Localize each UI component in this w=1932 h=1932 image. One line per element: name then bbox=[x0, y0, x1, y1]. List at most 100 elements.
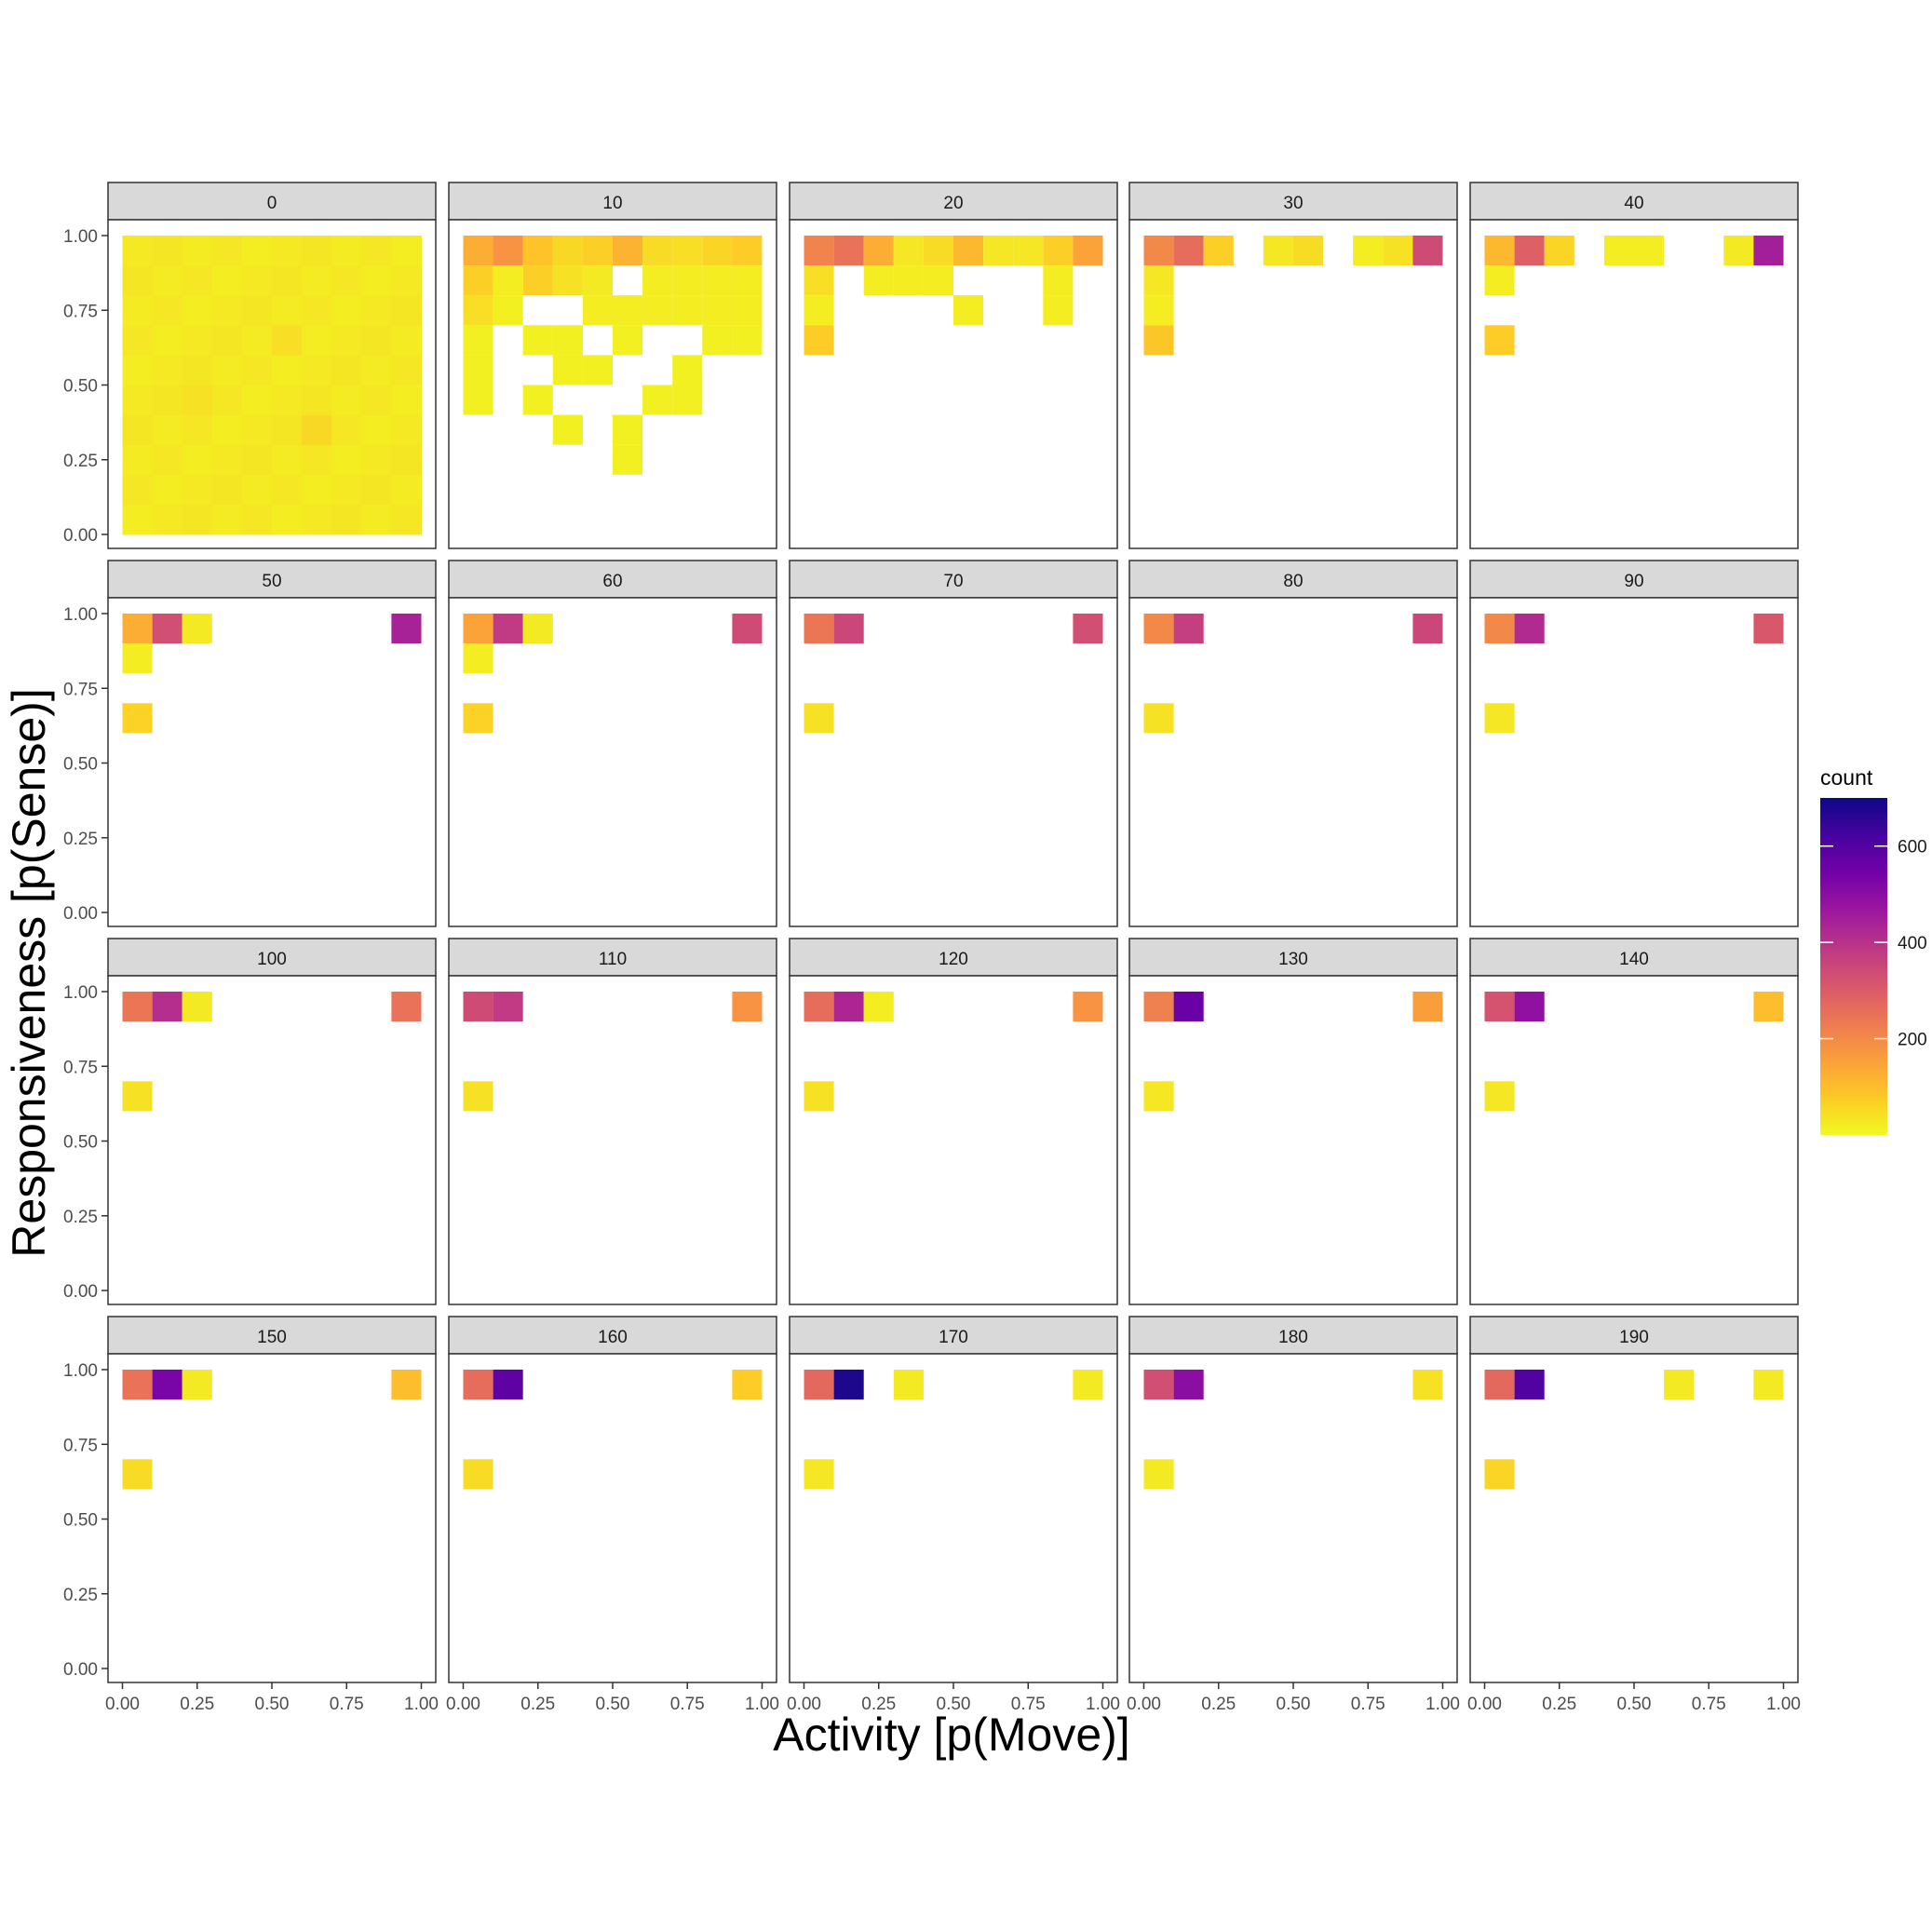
heatmap-cell bbox=[1723, 236, 1754, 266]
heatmap-cell bbox=[613, 444, 643, 475]
heatmap-cell bbox=[182, 614, 212, 644]
heatmap-cell bbox=[1412, 992, 1443, 1022]
heatmap-cell bbox=[122, 385, 154, 416]
heatmap-cell bbox=[1043, 265, 1074, 296]
heatmap-cell bbox=[1664, 1370, 1695, 1400]
heatmap-cell bbox=[272, 444, 303, 476]
heatmap-cell bbox=[211, 444, 243, 476]
heatmap-cell bbox=[302, 504, 332, 535]
heatmap-cell bbox=[1143, 295, 1174, 326]
heatmap-cell bbox=[672, 385, 703, 415]
heatmap-cell bbox=[152, 414, 183, 446]
heatmap-cell bbox=[152, 385, 183, 416]
heatmap-cell bbox=[983, 236, 1014, 266]
heatmap-cell bbox=[493, 295, 523, 326]
facet-strip bbox=[789, 560, 1118, 599]
heatmap-cell bbox=[804, 614, 834, 644]
heatmap-cell bbox=[642, 265, 673, 296]
heatmap-cell bbox=[122, 265, 154, 296]
heatmap-cell bbox=[1514, 614, 1545, 644]
heatmap-cell bbox=[522, 265, 553, 296]
heatmap-cell bbox=[182, 504, 213, 535]
facet-strip bbox=[789, 1316, 1118, 1355]
facet-panel-130: 130 bbox=[1128, 938, 1458, 1305]
heatmap-cell bbox=[361, 444, 392, 476]
facet-panel-80: 80 bbox=[1128, 560, 1458, 927]
heatmap-cell bbox=[331, 325, 362, 356]
heatmap-cell bbox=[391, 444, 422, 476]
heatmap-cell bbox=[463, 295, 493, 326]
x-tick-label: 0.25 bbox=[520, 1695, 555, 1714]
facet-panel-180: 180 0.00 0.25 0.50 0.75 1.00 bbox=[1127, 1316, 1460, 1714]
heatmap-cell bbox=[1634, 236, 1665, 266]
heatmap-cell bbox=[672, 295, 703, 326]
heatmap-cell bbox=[1043, 236, 1074, 266]
heatmap-cell bbox=[122, 614, 153, 644]
heatmap-cell bbox=[613, 295, 643, 326]
heatmap-cell bbox=[182, 325, 213, 356]
heatmap-cell bbox=[152, 355, 183, 385]
y-tick-label: 0.50 bbox=[63, 1133, 98, 1153]
heatmap-cell bbox=[182, 992, 212, 1022]
x-tick-label: 1.00 bbox=[1766, 1695, 1801, 1714]
heatmap-cell bbox=[1073, 614, 1103, 644]
heatmap-cell bbox=[1603, 236, 1634, 266]
x-tick-label: 0.00 bbox=[787, 1695, 821, 1714]
heatmap-cell bbox=[302, 295, 332, 326]
panel-border bbox=[448, 219, 777, 549]
x-tick-label: 0.75 bbox=[330, 1695, 364, 1714]
y-tick-label: 0.75 bbox=[63, 1436, 98, 1455]
heatmap-cell bbox=[493, 1370, 523, 1400]
facet-strip-label: 180 bbox=[1278, 1328, 1308, 1347]
y-tick-label: 0.75 bbox=[63, 302, 98, 321]
heatmap-cell bbox=[642, 385, 673, 415]
facet-strip-label: 20 bbox=[943, 194, 963, 213]
heatmap-cell bbox=[1173, 992, 1204, 1022]
heatmap-cell bbox=[702, 265, 733, 296]
heatmap-cell bbox=[1383, 236, 1413, 266]
heatmap-cell bbox=[463, 325, 493, 356]
heatmap-cell bbox=[272, 236, 303, 266]
y-tick-label: 0.75 bbox=[63, 680, 98, 699]
heatmap-cell bbox=[122, 643, 153, 674]
heatmap-cell bbox=[391, 295, 422, 326]
panel-background bbox=[790, 598, 1117, 926]
facet-strip bbox=[1469, 938, 1799, 977]
heatmap-cell bbox=[391, 385, 422, 416]
heatmap-cell bbox=[1514, 236, 1545, 266]
y-tick-label: 0.00 bbox=[63, 904, 98, 924]
heatmap-cell bbox=[1484, 1370, 1515, 1400]
heatmap-cell bbox=[122, 992, 153, 1022]
heatmap-cell bbox=[302, 236, 332, 266]
heatmap-cell bbox=[493, 614, 523, 644]
heatmap-cell bbox=[463, 1081, 493, 1112]
panel-background bbox=[1129, 598, 1457, 926]
panel-background bbox=[1470, 976, 1798, 1304]
y-tick-label: 0.50 bbox=[63, 1511, 98, 1531]
heatmap-cell bbox=[1514, 992, 1545, 1022]
heatmap-cell bbox=[272, 414, 303, 446]
facet-strip-label: 70 bbox=[943, 572, 963, 591]
y-tick-label: 1.00 bbox=[63, 605, 98, 625]
heatmap-cell bbox=[331, 444, 362, 476]
heatmap-cell bbox=[1073, 236, 1103, 266]
heatmap-cell bbox=[241, 265, 273, 296]
heatmap-cell bbox=[522, 236, 553, 266]
heatmap-cell bbox=[302, 474, 332, 506]
facet-strip-label: 170 bbox=[939, 1328, 968, 1347]
panel-background bbox=[108, 976, 436, 1304]
y-tick-label: 0.75 bbox=[63, 1058, 98, 1077]
facet-panel-0: 0 0.00 0.25 0.50 0.75 1.00 bbox=[63, 182, 437, 549]
heatmap-cell bbox=[331, 265, 362, 296]
heatmap-cell bbox=[463, 643, 493, 674]
heatmap-cell bbox=[732, 236, 763, 266]
x-tick-label: 0.50 bbox=[596, 1695, 630, 1714]
heatmap-cell bbox=[211, 385, 243, 416]
heatmap-cell bbox=[493, 992, 523, 1022]
heatmap-cell bbox=[1753, 1370, 1784, 1400]
heatmap-cell bbox=[1143, 325, 1174, 356]
panel-background bbox=[108, 1354, 436, 1682]
heatmap-cell bbox=[241, 355, 273, 385]
heatmap-cell bbox=[211, 414, 243, 446]
